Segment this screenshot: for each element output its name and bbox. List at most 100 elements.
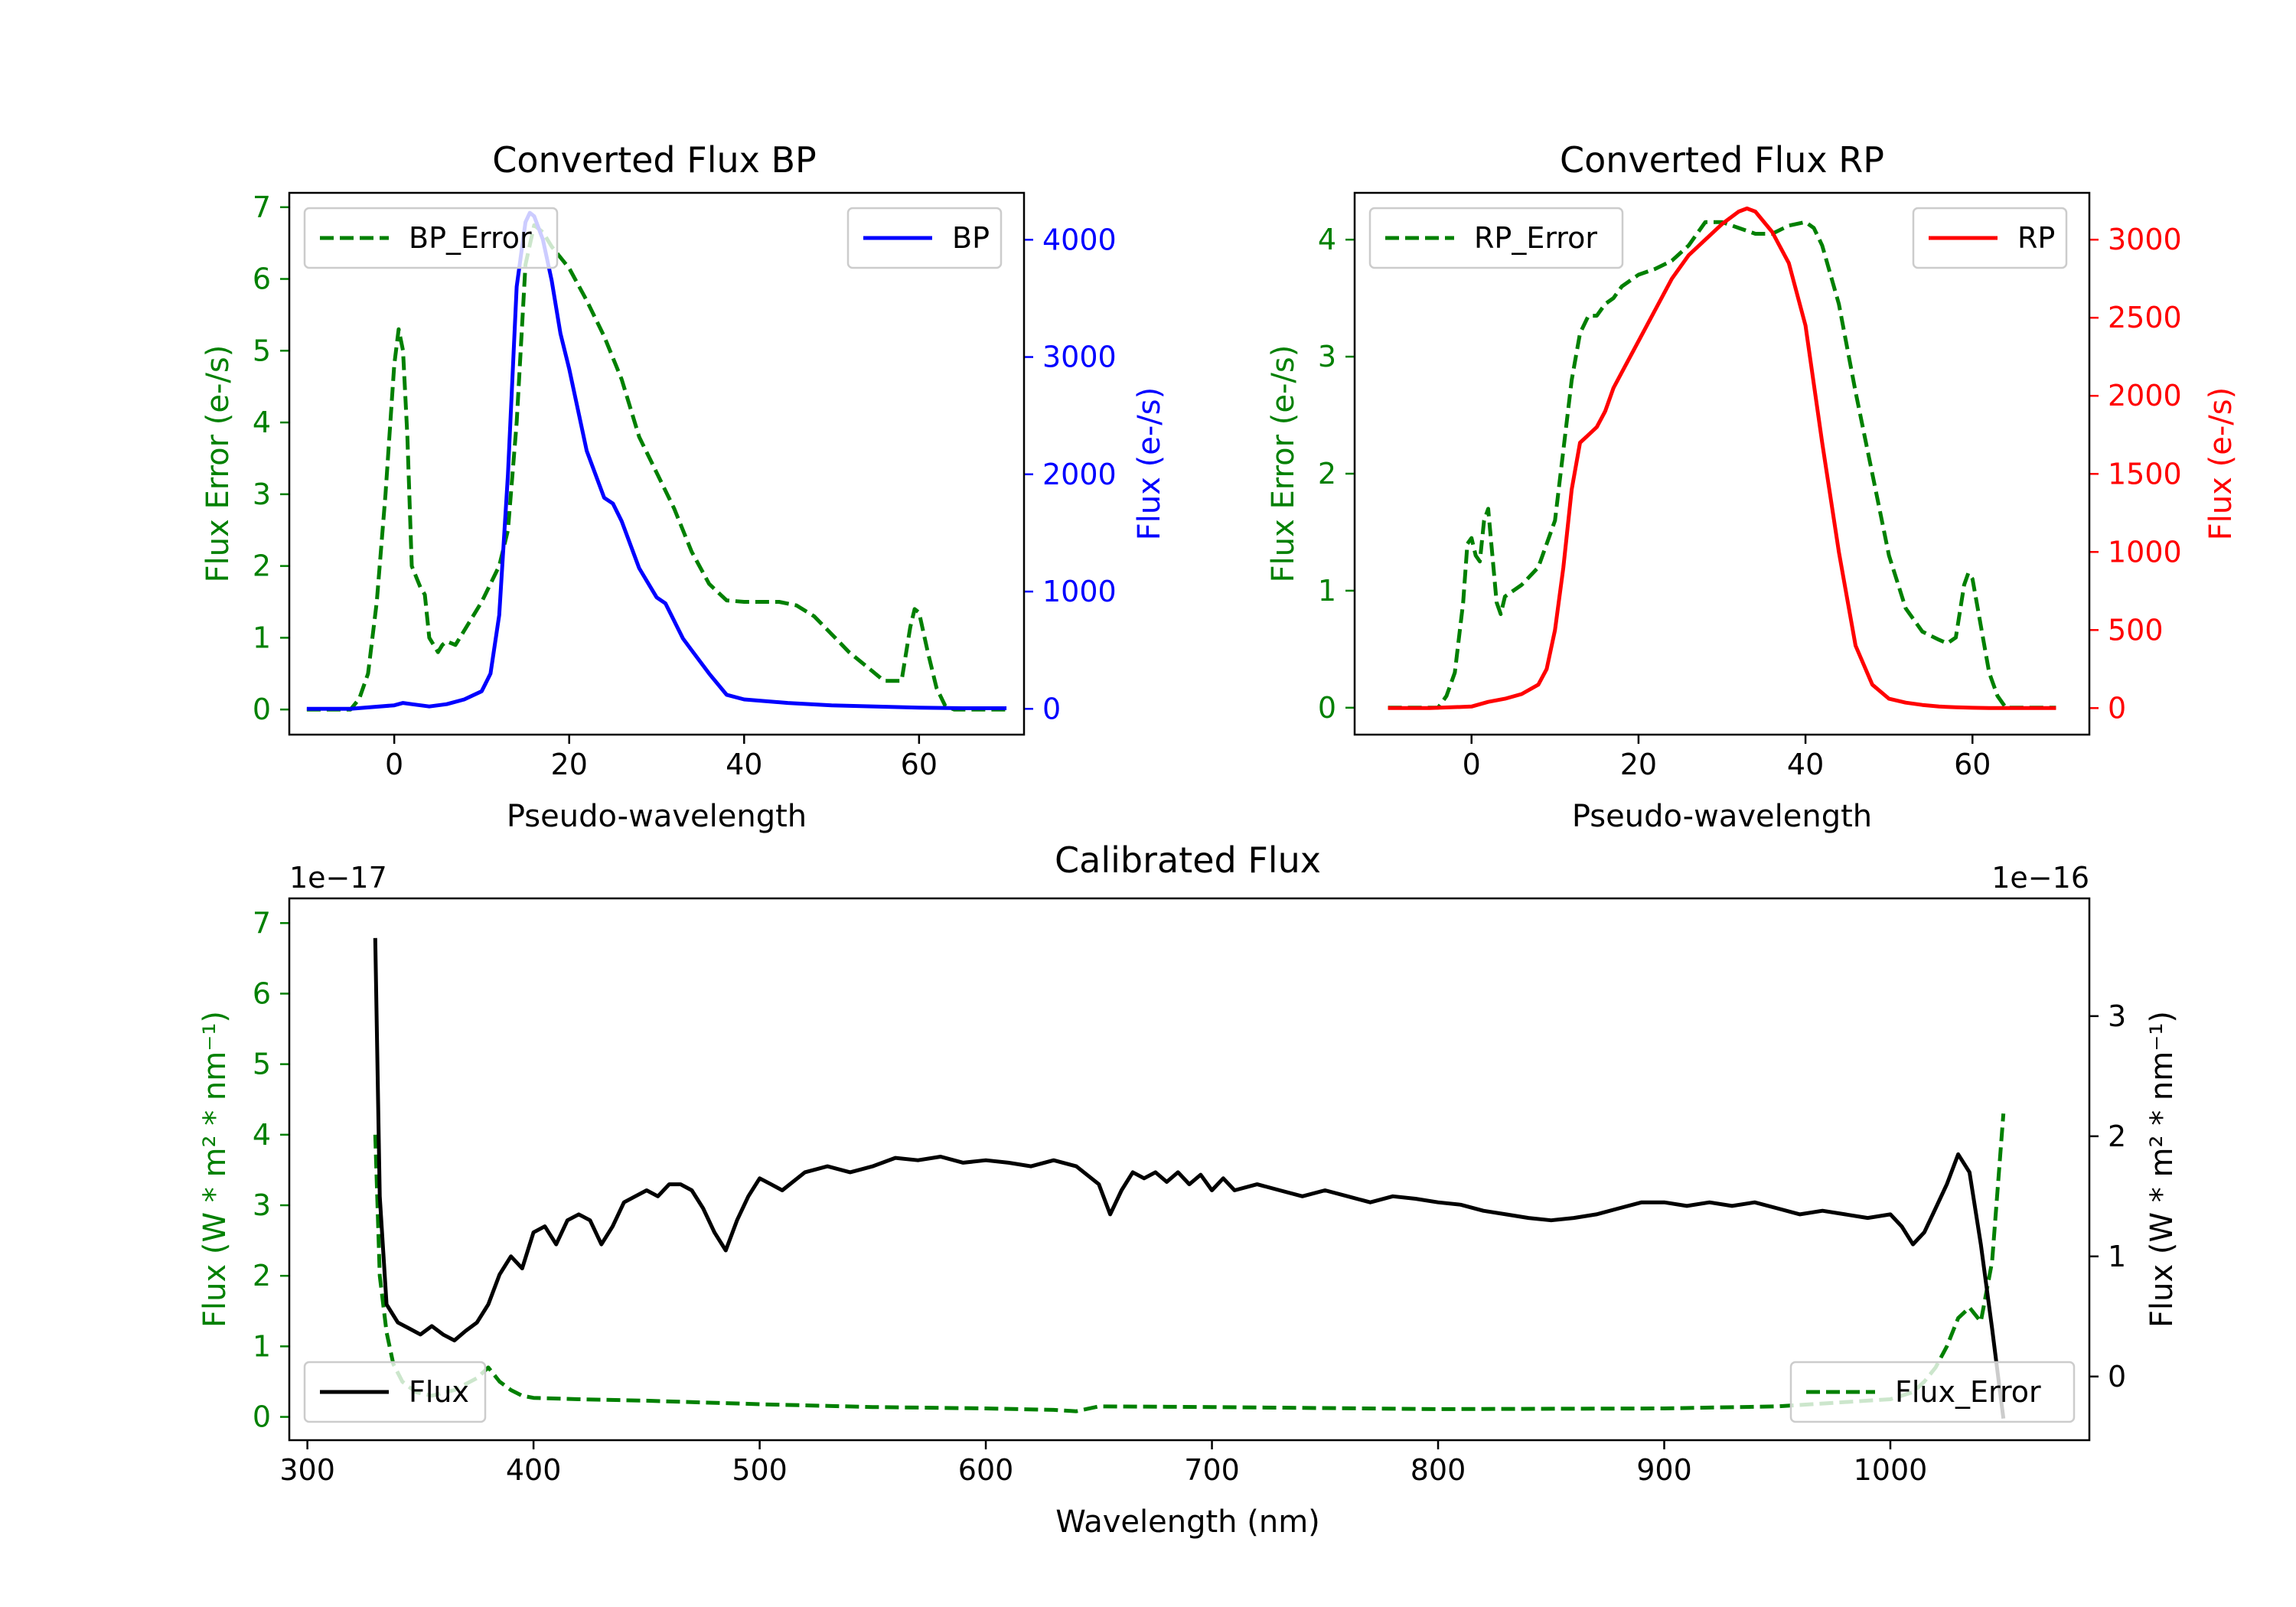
bp-ytick-right-label: 1000 — [1042, 575, 1117, 608]
bp-ytick-left-label: 2 — [253, 549, 271, 583]
cal-xtick-label: 600 — [958, 1453, 1014, 1487]
cal-xtick-label: 800 — [1411, 1453, 1466, 1487]
bp-ytick-left-label: 6 — [253, 262, 271, 296]
cal-ytick-left-label: 5 — [253, 1048, 271, 1081]
bp-lines — [306, 210, 1007, 712]
rp-series-rp — [1388, 206, 2056, 710]
cal-ytick-left-label: 2 — [253, 1259, 271, 1292]
cal-xtick-label: 500 — [732, 1453, 788, 1487]
cal-title: Calibrated Flux — [1055, 839, 1321, 881]
bp-ytick-right-label: 3000 — [1042, 341, 1117, 374]
rp-xlabel: Pseudo-wavelength — [1572, 799, 1872, 834]
rp-ytick-right-label: 3000 — [2108, 223, 2182, 256]
bp-xtick-label: 40 — [726, 748, 762, 781]
cal-ticks: 300 400 500 600 700 800 900 1000 0 1 2 3 4 5 6 7 0 1 2 3 — [253, 906, 2126, 1487]
cal-ytick-right-label: 1 — [2108, 1240, 2126, 1273]
cal-xtick-label: 400 — [506, 1453, 562, 1487]
rp-legend-error[interactable]: RP_Error — [1368, 207, 1624, 269]
rp-ytick-right-label: 2000 — [2108, 379, 2182, 412]
bp-ytick-left-label: 1 — [253, 621, 271, 654]
cal-series-flux — [373, 937, 2006, 1420]
cal-panel: Calibrated Flux 1e−17 1e−16 300 400 500 600… — [197, 839, 2180, 1540]
rp-legend-error-label: RP_Error — [1474, 221, 1597, 255]
rp-ytick-left-label: 3 — [1318, 340, 1336, 373]
cal-ytick-left-label: 0 — [253, 1400, 271, 1434]
rp-ytick-right-label: 500 — [2108, 613, 2164, 647]
cal-ytick-left-label: 4 — [253, 1118, 271, 1152]
rp-ytick-left-label: 1 — [1318, 574, 1336, 608]
bp-panel: Converted Flux BP 0 20 40 60 0 1 2 3 4 5 6 7 0 1000 20… — [201, 139, 1167, 834]
cal-axes-frame — [288, 897, 2091, 1442]
rp-xtick-label: 40 — [1787, 748, 1824, 781]
cal-ytick-right-label: 3 — [2108, 999, 2126, 1033]
cal-xlabel: Wavelength (nm) — [1055, 1504, 1320, 1540]
rp-legend-flux[interactable]: RP — [1912, 207, 2068, 269]
cal-legend-error-box — [1789, 1361, 2076, 1423]
rp-ytick-right-label: 1500 — [2108, 457, 2182, 491]
cal-legend-flux-label: Flux — [409, 1375, 469, 1409]
cal-offset-left: 1e−17 — [289, 861, 387, 895]
bp-ytick-left-label: 5 — [253, 334, 271, 367]
rp-panel: Converted Flux RP 0 20 40 60012340500100015… — [1266, 139, 2239, 834]
cal-ylabel-right: Flux (W * m² * nm⁻¹) — [2144, 1011, 2180, 1328]
rp-xtick-label: 20 — [1620, 748, 1657, 781]
rp-ytick-right-label: 1000 — [2108, 535, 2182, 569]
rp-ytick-left-label: 2 — [1318, 457, 1336, 491]
cal-ytick-left-label: 3 — [253, 1188, 271, 1222]
rp-ytick-right-label: 0 — [2108, 691, 2126, 725]
cal-legend-error[interactable]: Flux_Error — [1789, 1361, 2076, 1423]
cal-ytick-right-label: 0 — [2108, 1360, 2126, 1393]
cal-ytick-right-label: 2 — [2108, 1120, 2126, 1153]
rp-axes-frame — [1353, 191, 2091, 736]
bp-xlabel: Pseudo-wavelength — [507, 799, 807, 834]
bp-ytick-left-label: 0 — [253, 693, 271, 726]
bp-ytick-left-label: 4 — [253, 406, 271, 439]
cal-legend-error-label: Flux_Error — [1895, 1375, 2041, 1409]
rp-ylabel-right: Flux (e-/s) — [2203, 387, 2239, 540]
rp-xtick-label: 60 — [1954, 748, 1991, 781]
rp-ytick-left-label: 4 — [1318, 223, 1336, 256]
rp-legend-error-box — [1368, 207, 1624, 269]
bp-axes-frame — [288, 191, 1026, 736]
bp-xtick-label: 0 — [385, 748, 403, 781]
rp-legend-flux-label: RP — [2017, 221, 2055, 255]
bp-ytick-left-label: 3 — [253, 478, 271, 511]
bp-ytick-right-label: 2000 — [1042, 458, 1117, 491]
bp-legend-flux-label: BP — [952, 221, 990, 255]
bp-xtick-label: 20 — [551, 748, 588, 781]
bp-ytick-left-label: 7 — [253, 191, 271, 224]
bp-series-bp-error — [306, 223, 1007, 712]
bp-legend-flux[interactable]: BP — [846, 207, 1003, 269]
cal-ylabel-left: Flux (W * m² * nm⁻¹) — [197, 1011, 233, 1328]
rp-title: Converted Flux RP — [1560, 139, 1884, 181]
rp-ytick-right-label: 2500 — [2108, 301, 2182, 334]
cal-xtick-label: 700 — [1184, 1453, 1240, 1487]
bp-ticks: 0 20 40 60 0 1 2 3 4 5 6 7 0 1000 2000 3000 4000 — [253, 191, 1117, 781]
cal-legend-flux-box — [303, 1361, 487, 1423]
bp-ytick-right-label: 4000 — [1042, 223, 1117, 256]
bp-legend-error[interactable]: BP_Error — [303, 207, 559, 269]
bp-ylabel-left: Flux Error (e-/s) — [201, 345, 236, 583]
rp-ytick-left-label: 0 — [1318, 691, 1336, 725]
bp-title: Converted Flux BP — [492, 139, 817, 181]
bp-ylabel-right: Flux (e-/s) — [1132, 387, 1167, 540]
cal-ytick-left-label: 7 — [253, 906, 271, 940]
cal-xtick-label: 900 — [1636, 1453, 1692, 1487]
rp-lines — [1388, 206, 2056, 710]
cal-ytick-left-label: 1 — [253, 1329, 271, 1363]
bp-series-bp — [306, 210, 1007, 711]
rp-xtick-label: 0 — [1463, 748, 1481, 781]
bp-ytick-right-label: 0 — [1042, 692, 1061, 725]
cal-offset-right: 1e−16 — [1991, 861, 2089, 895]
rp-series-rp-error — [1388, 220, 2056, 710]
rp-ylabel-left: Flux Error (e-/s) — [1266, 345, 1301, 583]
cal-legend-flux[interactable]: Flux — [303, 1361, 487, 1423]
cal-xtick-label: 1000 — [1854, 1453, 1928, 1487]
cal-ytick-left-label: 6 — [253, 976, 271, 1010]
bp-legend-error-box — [303, 207, 559, 269]
bp-legend-error-label: BP_Error — [409, 221, 532, 255]
cal-xtick-label: 300 — [279, 1453, 335, 1487]
bp-xtick-label: 60 — [901, 748, 938, 781]
